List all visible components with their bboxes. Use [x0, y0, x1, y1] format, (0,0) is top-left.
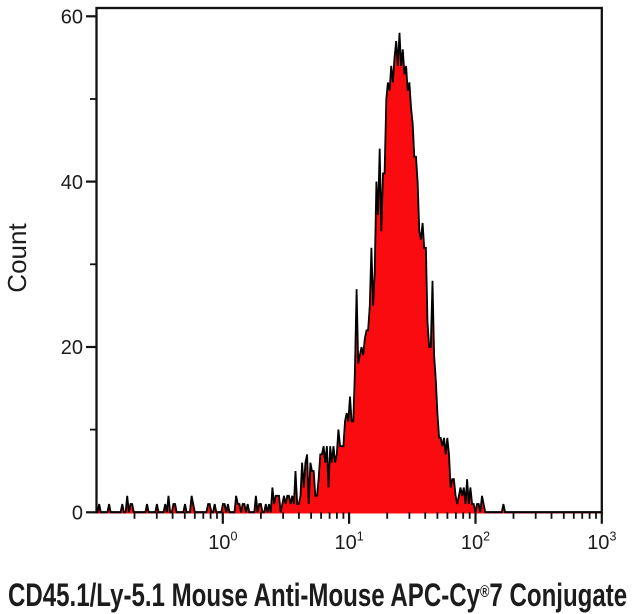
svg-text:102: 102 [461, 530, 490, 555]
svg-text:101: 101 [334, 530, 363, 555]
svg-text:60: 60 [61, 7, 83, 29]
svg-text:100: 100 [208, 530, 237, 555]
svg-text:103: 103 [587, 530, 616, 555]
svg-text:0: 0 [72, 503, 83, 525]
svg-text:40: 40 [61, 172, 83, 194]
svg-text:20: 20 [61, 337, 83, 359]
svg-text:Count: Count [2, 223, 32, 293]
